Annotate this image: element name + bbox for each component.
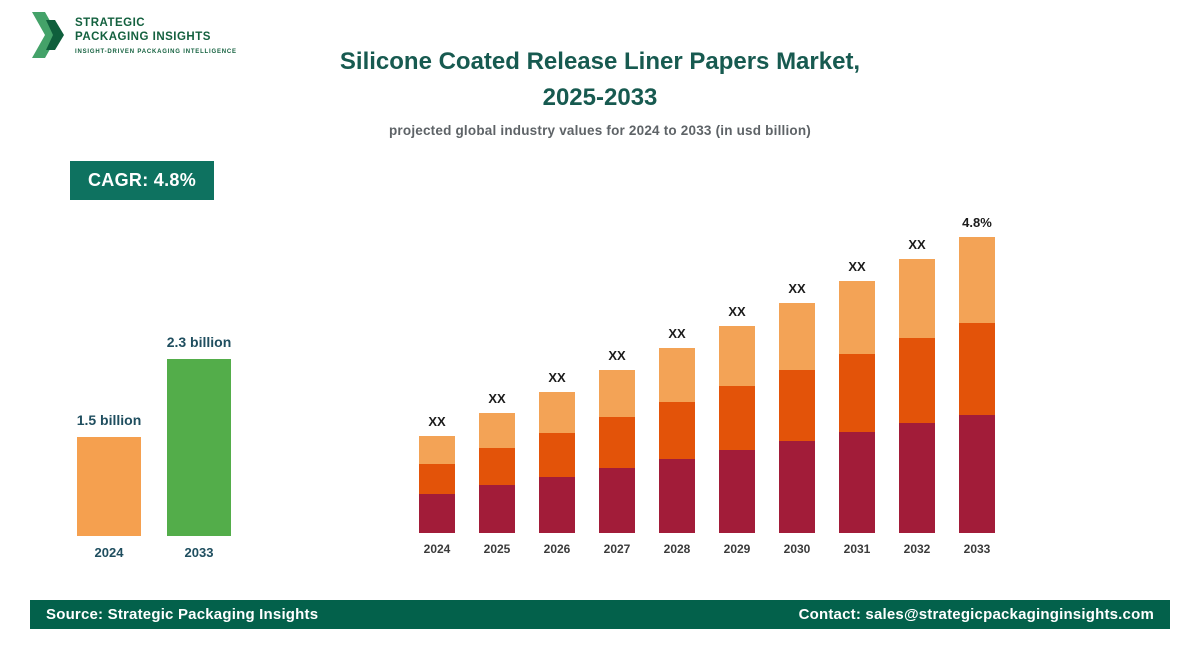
stacked-bar — [779, 303, 815, 533]
stacked-bar-label: XX — [788, 281, 806, 296]
stacked-bar-segment-1 — [479, 448, 515, 485]
stacked-bar-group-2028: XX 2028 — [659, 326, 695, 556]
summary-bar — [167, 359, 231, 536]
stacked-bar-label: XX — [848, 259, 866, 274]
stacked-bar-group-2027: XX 2027 — [599, 348, 635, 556]
contact-text: Contact: sales@strategicpackaginginsight… — [798, 606, 1154, 623]
stacked-bar-segment-1 — [779, 370, 815, 441]
stacked-bar-segment-2 — [779, 303, 815, 370]
stacked-bar-group-2033: 4.8% 2033 — [959, 215, 995, 556]
stacked-bar-segment-0 — [599, 468, 635, 533]
stacked-bar-group-2026: XX 2026 — [539, 370, 575, 556]
stacked-bar-group-2032: XX 2032 — [899, 237, 935, 556]
stacked-bar-label: XX — [608, 348, 626, 363]
stacked-bar — [599, 370, 635, 533]
stacked-bar-year-label: 2030 — [783, 542, 811, 556]
summary-year-label: 2024 — [94, 545, 124, 560]
stacked-bar-segment-0 — [959, 415, 995, 533]
stacked-bar — [419, 436, 455, 533]
stacked-bar-label: XX — [908, 237, 926, 252]
summary-bar-group-2033: 2.3 billion 2033 — [154, 334, 244, 560]
stacked-bar-segment-2 — [539, 392, 575, 433]
stacked-bar-segment-2 — [839, 281, 875, 354]
logo-line2: PACKAGING INSIGHTS — [75, 31, 211, 43]
source-text: Source: Strategic Packaging Insights — [46, 606, 319, 623]
stacked-bar-year-label: 2031 — [843, 542, 871, 556]
stacked-bar — [479, 413, 515, 533]
stacked-bar-label: XX — [428, 414, 446, 429]
stacked-bar-segment-2 — [659, 348, 695, 402]
stacked-bar-segment-1 — [599, 417, 635, 468]
page-subtitle: projected global industry values for 202… — [388, 123, 812, 138]
stacked-bar-segment-0 — [899, 423, 935, 533]
stacked-bar-segment-0 — [419, 494, 455, 533]
stacked-bar-segment-0 — [659, 459, 695, 533]
stacked-bar-segment-2 — [419, 436, 455, 464]
stacked-bar — [839, 281, 875, 533]
stacked-bar-label: XX — [728, 304, 746, 319]
stacked-bar-group-2024: XX 2024 — [419, 414, 455, 556]
summary-value-label: 2.3 billion — [166, 334, 232, 350]
summary-bar — [77, 437, 141, 536]
stacked-bar-segment-1 — [899, 338, 935, 423]
summary-bar-group-2024: 1.5 billion 2024 — [64, 412, 154, 560]
stacked-bar-year-label: 2032 — [903, 542, 931, 556]
logo-chevron-icon — [32, 12, 64, 58]
stacked-bar — [899, 259, 935, 533]
stacked-bar-segment-1 — [959, 323, 995, 415]
stacked-bar-segment-2 — [599, 370, 635, 417]
stacked-bar-year-label: 2025 — [483, 542, 511, 556]
stacked-bar-group-2025: XX 2025 — [479, 391, 515, 556]
summary-bar-chart: 1.5 billion 2024 2.3 billion 2033 — [64, 334, 244, 560]
stacked-bar — [719, 326, 755, 533]
stacked-bar-segment-1 — [659, 402, 695, 459]
stacked-bar-year-label: 2033 — [963, 542, 991, 556]
title-block: Silicone Coated Release Liner Papers Mar… — [0, 44, 1200, 138]
stacked-bar-group-2030: XX 2030 — [779, 281, 815, 556]
stacked-bar — [659, 348, 695, 533]
stacked-bar — [959, 237, 995, 533]
logo-tagline: INSIGHT-DRIVEN PACKAGING INTELLIGENCE — [75, 49, 237, 55]
stacked-bar-segment-1 — [539, 433, 575, 477]
stacked-bar-group-2031: XX 2031 — [839, 259, 875, 556]
stacked-bar-group-2029: XX 2029 — [719, 304, 755, 556]
stacked-bar-segment-0 — [839, 432, 875, 533]
stacked-bar-year-label: 2024 — [423, 542, 451, 556]
stacked-bar-year-label: 2029 — [723, 542, 751, 556]
stacked-bar-segment-2 — [959, 237, 995, 323]
stacked-bar-segment-0 — [779, 441, 815, 533]
stacked-bar-label: XX — [488, 391, 506, 406]
summary-value-label: 1.5 billion — [76, 412, 142, 428]
stacked-bar-segment-0 — [539, 477, 575, 533]
page-title-line1: Silicone Coated Release Liner Papers Mar… — [339, 48, 861, 75]
stacked-bar-year-label: 2027 — [603, 542, 631, 556]
footer-bar: Source: Strategic Packaging Insights Con… — [30, 600, 1170, 629]
stacked-bar-year-label: 2028 — [663, 542, 691, 556]
stacked-bar-segment-2 — [899, 259, 935, 338]
page-title-line2: 2025-2033 — [542, 84, 658, 111]
logo-line1: STRATEGIC — [75, 17, 146, 29]
stacked-bar-segment-2 — [719, 326, 755, 386]
stacked-bar — [539, 392, 575, 533]
stacked-bar-segment-2 — [479, 413, 515, 448]
stacked-bar-label: XX — [668, 326, 686, 341]
stacked-bar-segment-1 — [839, 354, 875, 432]
summary-year-label: 2033 — [184, 545, 214, 560]
logo-text: STRATEGIC PACKAGING INSIGHTS INSIGHT-DRI… — [75, 12, 237, 55]
stacked-bar-segment-1 — [719, 386, 755, 450]
stacked-bar-segment-1 — [419, 464, 455, 494]
logo: STRATEGIC PACKAGING INSIGHTS INSIGHT-DRI… — [32, 12, 237, 58]
stacked-bar-label: XX — [548, 370, 566, 385]
cagr-badge: CAGR: 4.8% — [70, 161, 215, 200]
stacked-bar-segment-0 — [719, 450, 755, 533]
stacked-bar-segment-0 — [479, 485, 515, 533]
stacked-bar-label: 4.8% — [962, 215, 992, 230]
stacked-bar-chart: XX 2024 XX 2025 XX 2026 XX 2027 XX 2028 XX 2029 XX 20… — [419, 215, 995, 556]
stacked-bar-year-label: 2026 — [543, 542, 571, 556]
